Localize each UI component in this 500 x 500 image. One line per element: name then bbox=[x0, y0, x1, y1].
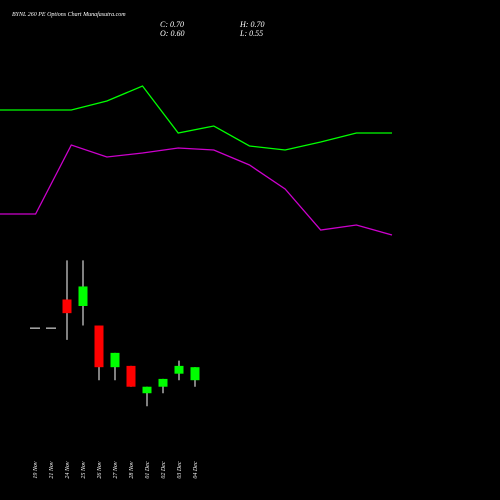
x-tick-label: 26 Nov bbox=[97, 461, 103, 479]
candle-body bbox=[110, 352, 120, 368]
indicator-line bbox=[0, 85, 392, 151]
candle-body bbox=[190, 367, 200, 381]
indicator-line bbox=[0, 144, 393, 236]
x-tick-label: 27 Nov bbox=[113, 461, 119, 479]
candle-body bbox=[158, 378, 168, 387]
x-tick-label: 19 Nov bbox=[33, 461, 39, 479]
candle-body bbox=[94, 325, 104, 368]
x-tick-label: 25 Nov bbox=[81, 461, 87, 479]
info-open: O: 0.60 bbox=[160, 29, 184, 38]
chart-title: BYNL 260 PE Options Chart Munafasutra.co… bbox=[12, 11, 126, 18]
x-tick-label: 21 Nov bbox=[49, 461, 55, 479]
x-tick-label: 03 Dec bbox=[177, 461, 183, 478]
x-tick-label: 28 Nov bbox=[129, 461, 135, 479]
candle-body bbox=[174, 365, 184, 374]
x-tick-label: 04 Dec bbox=[192, 461, 199, 478]
candle-body bbox=[142, 386, 152, 394]
x-tick-label: 24 Nov bbox=[64, 461, 71, 479]
info-high: H: 0.70 bbox=[239, 20, 264, 29]
x-tick-label: 01 Dec bbox=[145, 461, 151, 478]
candle-body bbox=[78, 286, 88, 306]
candle-body bbox=[62, 299, 72, 314]
info-close: C: 0.70 bbox=[160, 20, 184, 29]
x-tick-label: 02 Dec bbox=[161, 461, 167, 478]
info-low: L: 0.55 bbox=[239, 29, 263, 38]
candle-body bbox=[126, 365, 136, 387]
